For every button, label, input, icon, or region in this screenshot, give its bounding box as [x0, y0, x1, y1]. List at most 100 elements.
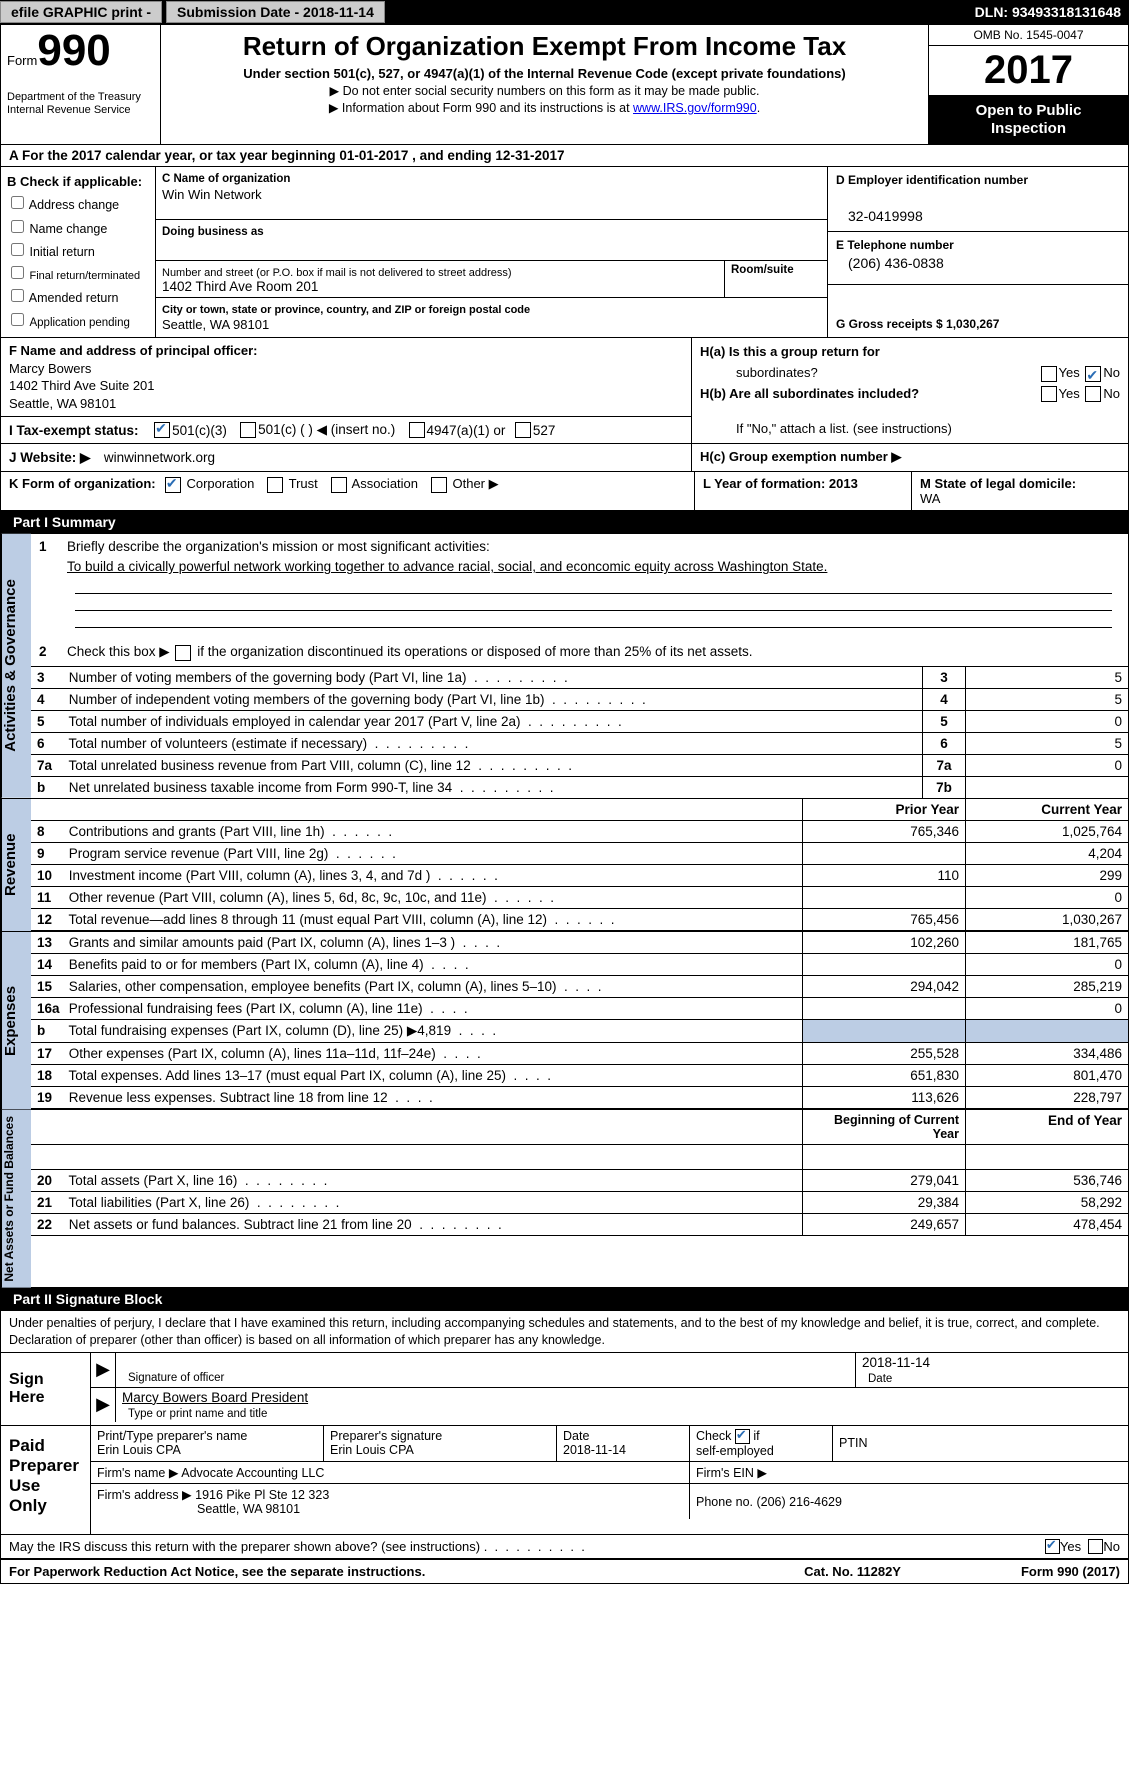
telephone-value: (206) 436-0838: [836, 255, 944, 271]
cb-hb-yes[interactable]: [1041, 386, 1057, 402]
ein-value: 32-0419998: [836, 208, 923, 224]
state-domicile: M State of legal domicile: WA: [912, 472, 1128, 510]
room-suite-label: Room/suite: [725, 261, 827, 297]
form-title: Return of Organization Exempt From Incom…: [171, 31, 918, 62]
cb-trust[interactable]: [267, 477, 283, 493]
header-subtitle: Under section 501(c), 527, or 4947(a)(1)…: [171, 66, 918, 81]
row-i-tax-exempt: I Tax-exempt status: 501(c)(3) 501(c) ( …: [1, 416, 692, 443]
form-990-page: Form990 Department of the Treasury Inter…: [0, 24, 1129, 1584]
irs-link[interactable]: www.IRS.gov/form990: [633, 101, 757, 115]
sign-here-section: SignHere ▶ Signature of officer 2018-11-…: [1, 1352, 1128, 1425]
footer-note: For Paperwork Reduction Act Notice, see …: [1, 1558, 1128, 1583]
arrow-icon: ▶: [91, 1388, 116, 1422]
header-note1: ▶ Do not enter social security numbers o…: [171, 83, 918, 98]
cb-association[interactable]: [331, 477, 347, 493]
row-klm: K Form of organization: Corporation Trus…: [1, 471, 1128, 510]
vtab-expenses: Expenses: [1, 932, 31, 1109]
org-name: Win Win Network: [162, 187, 262, 202]
header-note2: ▶ Information about Form 990 and its ins…: [171, 100, 918, 115]
header-center: Return of Organization Exempt From Incom…: [161, 25, 928, 144]
street-address: 1402 Third Ave Room 201: [162, 279, 318, 294]
officer-addr1: 1402 Third Ave Suite 201: [9, 378, 155, 393]
vtab-net-assets: Net Assets or Fund Balances: [1, 1110, 31, 1288]
cb-discontinued[interactable]: [175, 645, 191, 661]
efile-button[interactable]: efile GRAPHIC print -: [0, 1, 162, 23]
submission-date-button[interactable]: Submission Date - 2018-11-14: [166, 1, 385, 23]
dba-label: Doing business as: [162, 226, 264, 238]
section-bcd: B Check if applicable: Address change Na…: [1, 166, 1128, 337]
cb-discuss-no[interactable]: [1088, 1539, 1103, 1554]
header-right: OMB No. 1545-0047 2017 Open to Public In…: [928, 25, 1128, 144]
vtab-governance: Activities & Governance: [1, 534, 31, 798]
ptin-label: PTIN: [833, 1426, 1129, 1462]
expenses-section: Expenses 13 Grants and similar amounts p…: [1, 931, 1128, 1109]
col-c: C Name of organization Win Win Network D…: [156, 167, 828, 337]
paid-preparer-section: PaidPreparerUse Only Print/Type preparer…: [1, 1425, 1128, 1534]
header: Form990 Department of the Treasury Inter…: [1, 25, 1128, 144]
preparer-signature: Erin Louis CPA: [330, 1443, 414, 1457]
section-fh: F Name and address of principal officer:…: [1, 337, 1128, 416]
arrow-icon: ▶: [91, 1353, 116, 1387]
city-state-zip: Seattle, WA 98101: [162, 317, 269, 332]
cb-application-pending[interactable]: [11, 313, 24, 326]
cb-corporation[interactable]: [165, 477, 181, 493]
cb-address-change[interactable]: [11, 196, 24, 209]
governance-table: 3 Number of voting members of the govern…: [31, 666, 1128, 798]
paid-preparer-label: PaidPreparerUse Only: [1, 1426, 91, 1534]
cb-other[interactable]: [431, 477, 447, 493]
open-to-public: Open to Public Inspection: [929, 96, 1128, 144]
dept-treasury: Department of the Treasury Internal Reve…: [7, 91, 154, 117]
col-h: H(a) Is this a group return for subordin…: [692, 338, 1128, 416]
declaration-text: Under penalties of perjury, I declare th…: [1, 1310, 1128, 1352]
cb-501c[interactable]: [240, 422, 256, 438]
top-bar: efile GRAPHIC print - Submission Date - …: [0, 0, 1129, 24]
firm-address: 1916 Pike Pl Ste 12 323: [195, 1488, 329, 1502]
cb-discuss-yes[interactable]: [1045, 1539, 1060, 1554]
cb-527[interactable]: [515, 422, 531, 438]
mission-description: To build a civically powerful network wo…: [67, 559, 827, 574]
hc-group-exemption: H(c) Group exemption number ▶: [700, 449, 901, 464]
cat-no: Cat. No. 11282Y: [804, 1564, 901, 1579]
form-page: Form 990 (2017): [1021, 1564, 1120, 1579]
tax-year: 2017: [929, 46, 1128, 96]
form-number: 990: [37, 26, 110, 75]
preparer-name: Erin Louis CPA: [97, 1443, 181, 1457]
signature-date: 2018-11-14: [862, 1355, 930, 1370]
row-j-website: J Website: ▶ winwinnetwork.org: [1, 443, 692, 471]
col-b-checkboxes: B Check if applicable: Address change Na…: [1, 167, 156, 337]
firm-ein-label: Firm's EIN ▶: [690, 1462, 1129, 1484]
gross-receipts: G Gross receipts $ 1,030,267: [836, 316, 999, 333]
cb-name-change[interactable]: [11, 220, 24, 233]
cb-initial-return[interactable]: [11, 243, 24, 256]
preparer-table: Print/Type preparer's nameErin Louis CPA…: [91, 1426, 1128, 1519]
cb-final-return[interactable]: [11, 266, 24, 279]
cb-4947[interactable]: [409, 422, 425, 438]
firm-phone: Phone no. (206) 216-4629: [690, 1484, 1129, 1520]
vtab-revenue: Revenue: [1, 799, 31, 931]
cb-amended-return[interactable]: [11, 289, 24, 302]
officer-name: Marcy Bowers: [9, 361, 91, 376]
cb-hb-no[interactable]: [1085, 386, 1101, 402]
officer-name-title: Marcy Bowers Board President: [122, 1390, 308, 1405]
header-left: Form990 Department of the Treasury Inter…: [1, 25, 161, 144]
year-formation: L Year of formation: 2013: [695, 472, 912, 510]
dln-label: DLN: 93493318131648: [967, 4, 1129, 20]
sign-here-label: SignHere: [1, 1353, 91, 1425]
preparer-date: 2018-11-14: [563, 1443, 626, 1457]
net-assets-table: Beginning of Current YearEnd of Year20 T…: [31, 1110, 1128, 1236]
cb-ha-no[interactable]: [1085, 366, 1101, 382]
row-a-tax-year: A For the 2017 calendar year, or tax yea…: [1, 144, 1128, 166]
cb-ha-yes[interactable]: [1041, 366, 1057, 382]
col-f-officer: F Name and address of principal officer:…: [1, 338, 692, 416]
officer-addr2: Seattle, WA 98101: [9, 396, 116, 411]
cb-501c3[interactable]: [154, 422, 170, 438]
revenue-table: Prior YearCurrent Year8 Contributions an…: [31, 799, 1128, 931]
form-word: Form: [7, 53, 37, 68]
expenses-table: 13 Grants and similar amounts paid (Part…: [31, 932, 1128, 1109]
col-d: D Employer identification number 32-0419…: [828, 167, 1128, 337]
cb-self-employed[interactable]: [735, 1429, 750, 1444]
part-1-header: Part I Summary: [1, 510, 1128, 533]
website-value: winwinnetwork.org: [104, 450, 215, 465]
firm-name: Advocate Accounting LLC: [181, 1466, 324, 1480]
revenue-section: Revenue Prior YearCurrent Year8 Contribu…: [1, 798, 1128, 931]
